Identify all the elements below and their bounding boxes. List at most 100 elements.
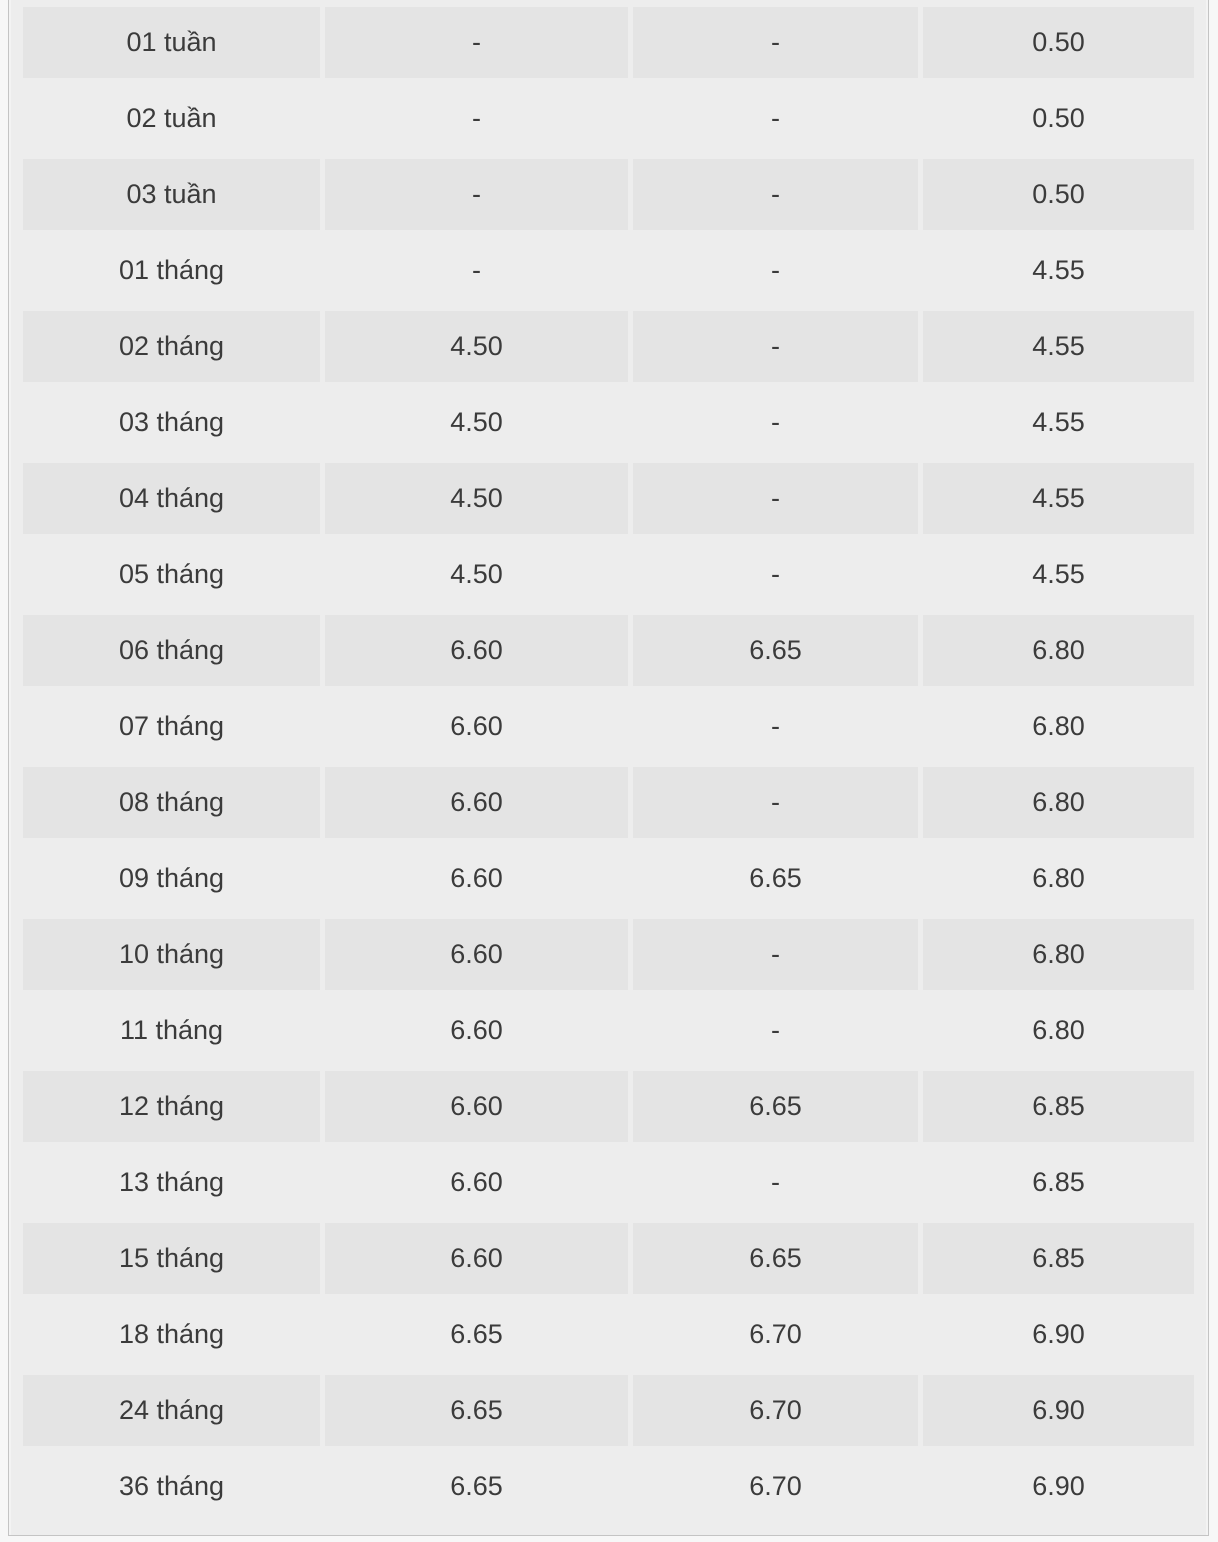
table-row: 01 tháng - - 4.55: [23, 235, 1194, 306]
term-cell: 05 tháng: [118, 559, 225, 590]
rate-cell: -: [633, 767, 918, 838]
table-row: 11 tháng 6.60 - 6.80: [23, 995, 1194, 1066]
term-cell: 12 tháng: [23, 1071, 320, 1142]
rate-cell: 6.90: [1032, 1319, 1085, 1350]
term-cell: 11 tháng: [119, 1015, 224, 1046]
table-row: 24 tháng 6.65 6.70 6.90: [23, 1375, 1194, 1446]
rate-cell: 6.65: [450, 1471, 503, 1502]
rate-cell: 6.60: [325, 1223, 628, 1294]
table-row: 07 tháng 6.60 - 6.80: [23, 691, 1194, 762]
rate-cell: 6.85: [923, 1071, 1194, 1142]
rate-cell: 6.60: [450, 863, 503, 894]
rate-cell: 6.60: [325, 1071, 628, 1142]
rate-cell: 6.80: [923, 615, 1194, 686]
rate-cell: -: [771, 1167, 780, 1198]
rate-cell: 4.55: [1032, 559, 1085, 590]
table-row: 10 tháng 6.60-6.80: [23, 919, 1194, 990]
table-row: 36 tháng 6.65 6.70 6.90: [23, 1451, 1194, 1522]
rate-cell: 6.70: [749, 1471, 802, 1502]
term-cell: 01 tuần: [23, 7, 320, 78]
rate-cell: -: [633, 919, 918, 990]
rate-cell: 6.65: [325, 1375, 628, 1446]
rate-cell: -: [771, 559, 780, 590]
rate-cell: 4.55: [923, 463, 1194, 534]
term-cell: 06 tháng: [23, 615, 320, 686]
term-cell: 04 tháng: [23, 463, 320, 534]
term-cell: 01 tháng: [118, 255, 225, 286]
term-cell: 09 tháng: [118, 863, 225, 894]
rate-cell: -: [771, 407, 780, 438]
rate-cell: 4.55: [1032, 407, 1085, 438]
rate-cell: 6.80: [1032, 711, 1085, 742]
term-cell: 10 tháng: [23, 919, 320, 990]
rate-cell: 4.55: [1032, 255, 1085, 286]
rate-cell: 6.60: [450, 1015, 503, 1046]
rate-cell: 6.90: [923, 1375, 1194, 1446]
rate-cell: 4.50: [325, 311, 628, 382]
term-cell: 02 tháng: [23, 311, 320, 382]
table-row: 08 tháng 6.60-6.80: [23, 767, 1194, 838]
rate-cell: -: [472, 255, 481, 286]
rate-cell: 6.60: [325, 615, 628, 686]
table-row: 03 tháng 4.50 - 4.55: [23, 387, 1194, 458]
term-cell: 36 tháng: [118, 1471, 225, 1502]
rate-cell: 6.60: [450, 711, 503, 742]
table-row: 01 tuần - -0.50: [23, 7, 1194, 78]
rate-cell: 6.60: [450, 1167, 503, 1198]
term-cell: 24 tháng: [23, 1375, 320, 1446]
rates-table-body: 01 tuần - -0.50 02 tuần - -0.50 03 tuần - -0.50 0…: [23, 7, 1194, 1522]
table-row: 09 tháng 6.60 6.65 6.80: [23, 843, 1194, 914]
rate-cell: 6.65: [450, 1319, 503, 1350]
rate-cell: 6.65: [633, 615, 918, 686]
rate-cell: 0.50: [1032, 103, 1085, 134]
table-row: 12 tháng 6.60 6.65 6.85: [23, 1071, 1194, 1142]
term-cell: 03 tuần: [23, 159, 320, 230]
rate-cell: -: [633, 7, 918, 78]
rate-cell: 6.65: [749, 863, 802, 894]
rate-cell: 6.80: [1032, 863, 1085, 894]
rate-cell: 6.65: [633, 1071, 918, 1142]
rate-cell: -: [325, 159, 628, 230]
rate-cell: -: [633, 159, 918, 230]
table-row: 02 tuần - - 0.50: [23, 83, 1194, 154]
table-row: 15 tháng 6.60 6.65 6.85: [23, 1223, 1194, 1294]
rate-cell: 6.65: [633, 1223, 918, 1294]
rate-cell: 6.80: [1032, 1015, 1085, 1046]
rate-cell: -: [472, 103, 481, 134]
table-row: 06 tháng 6.60 6.65 6.80: [23, 615, 1194, 686]
rate-cell: 4.50: [450, 407, 503, 438]
table-row: 03 tuần - -0.50: [23, 159, 1194, 230]
rate-cell: 4.55: [923, 311, 1194, 382]
rate-cell: -: [771, 1015, 780, 1046]
term-cell: 13 tháng: [118, 1167, 225, 1198]
rate-cell: 6.80: [923, 919, 1194, 990]
rate-cell: 6.80: [923, 767, 1194, 838]
rate-cell: 4.50: [450, 559, 503, 590]
rate-cell: 6.85: [1032, 1167, 1085, 1198]
rate-cell: 6.70: [633, 1375, 918, 1446]
rate-cell: 0.50: [923, 7, 1194, 78]
rate-cell: 6.90: [1032, 1471, 1085, 1502]
interest-rate-table-panel: 01 tuần - -0.50 02 tuần - -0.50 03 tuần - -0.50 0…: [8, 0, 1209, 1536]
rate-cell: -: [325, 7, 628, 78]
rate-cell: 4.50: [325, 463, 628, 534]
rate-cell: 6.85: [923, 1223, 1194, 1294]
rate-cell: -: [633, 311, 918, 382]
rate-cell: 6.60: [325, 919, 628, 990]
term-cell: 02 tuần: [126, 103, 217, 134]
rate-cell: -: [771, 255, 780, 286]
term-cell: 08 tháng: [23, 767, 320, 838]
table-row: 18 tháng 6.65 6.70 6.90: [23, 1299, 1194, 1370]
rate-cell: -: [771, 711, 780, 742]
term-cell: 07 tháng: [118, 711, 225, 742]
table-row: 05 tháng 4.50 - 4.55: [23, 539, 1194, 610]
rate-cell: -: [771, 103, 780, 134]
table-row: 02 tháng 4.50-4.55: [23, 311, 1194, 382]
table-row: 13 tháng 6.60 - 6.85: [23, 1147, 1194, 1218]
rate-cell: -: [633, 463, 918, 534]
term-cell: 18 tháng: [118, 1319, 225, 1350]
rate-cell: 6.70: [749, 1319, 802, 1350]
rate-cell: 6.60: [325, 767, 628, 838]
term-cell: 03 tháng: [118, 407, 225, 438]
table-row: 04 tháng 4.50-4.55: [23, 463, 1194, 534]
